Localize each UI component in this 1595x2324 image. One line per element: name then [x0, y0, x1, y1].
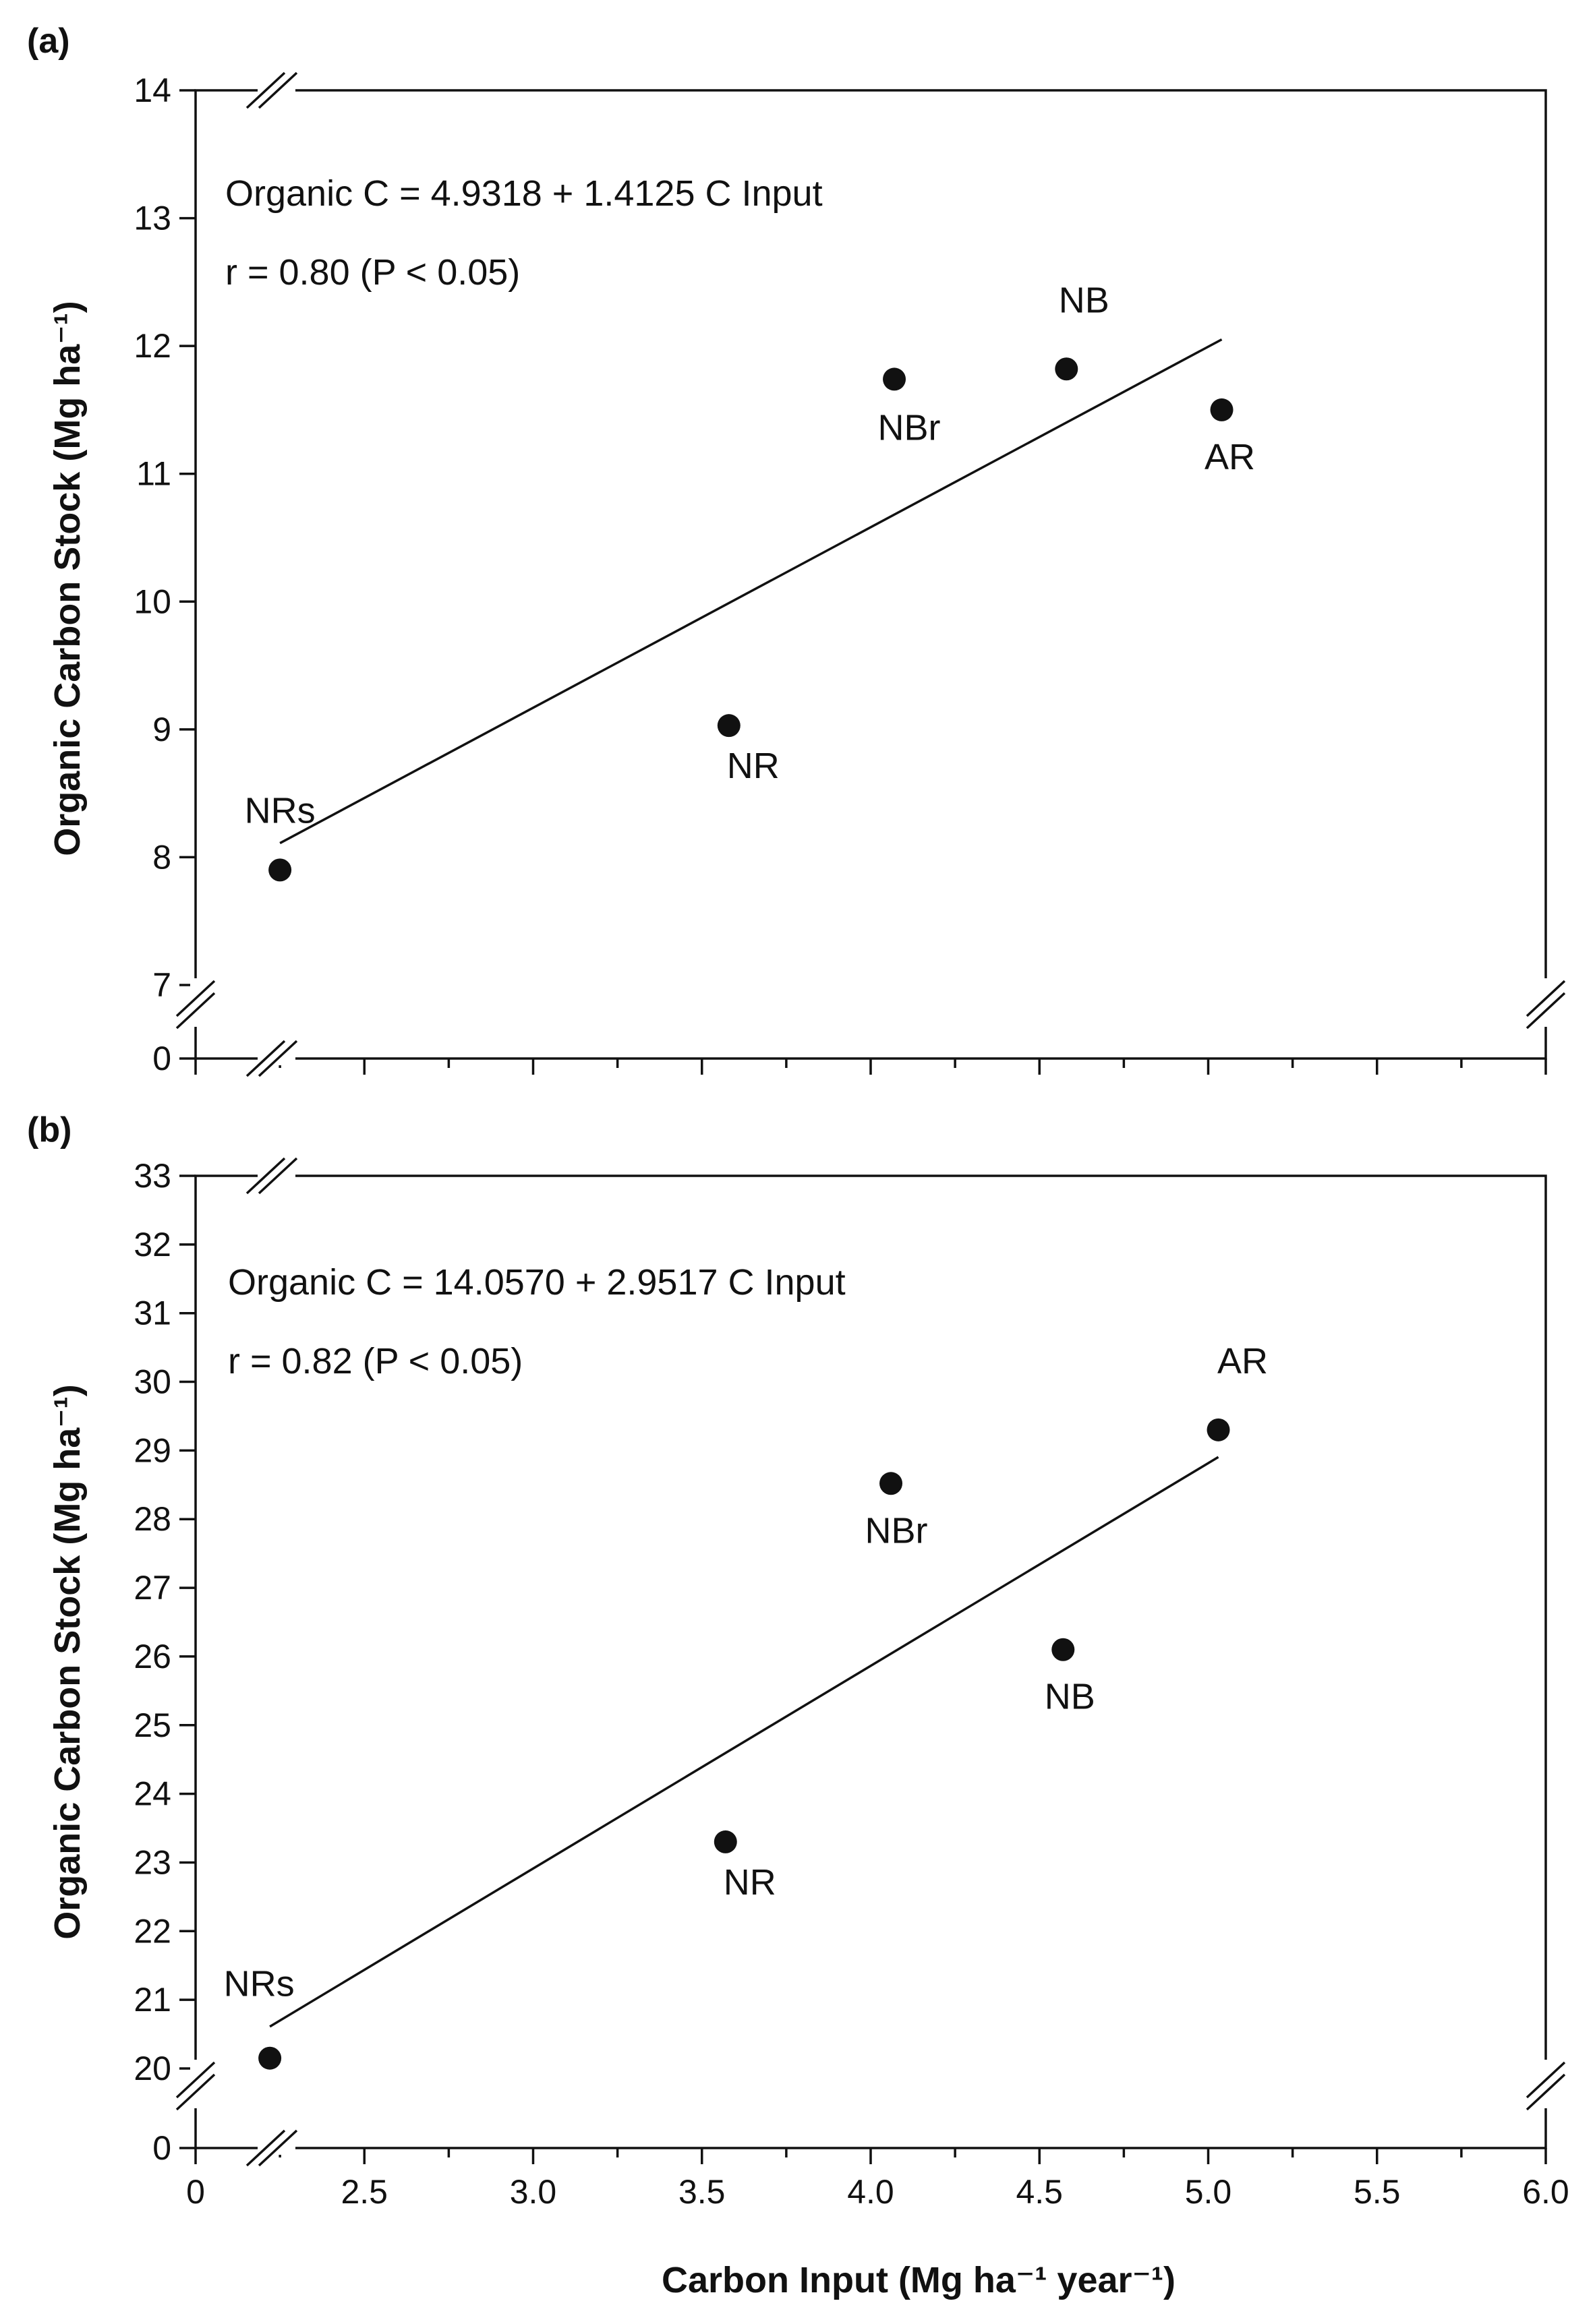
data-point	[1055, 357, 1078, 381]
panel-b-x-ticks: 2.5 3.0 3.5 4.0 4.5 5.0 5.5 6.0 0	[186, 2148, 1569, 2211]
x-tick-label: 3.0	[510, 2173, 557, 2211]
data-point	[714, 1830, 737, 1853]
y-tick-label: 0	[152, 1040, 171, 1077]
y-tick-label: 32	[134, 1226, 171, 1263]
y-tick-label: 27	[134, 1569, 171, 1607]
panel-b-y-axis-title: Organic Carbon Stock (Mg ha⁻¹)	[47, 1384, 88, 1940]
data-point	[268, 858, 292, 882]
panel-a-equation: Organic C = 4.9318 + 1.4125 C Input	[225, 173, 823, 214]
x-tick-label: 4.5	[1016, 2173, 1063, 2211]
y-tick-label: 24	[134, 1775, 171, 1813]
y-tick-label: 0	[152, 2129, 171, 2167]
data-point	[717, 714, 741, 738]
x-tick-label: 6.0	[1522, 2173, 1569, 2211]
y-tick-label: 12	[134, 327, 171, 365]
y-tick-label: 28	[134, 1500, 171, 1538]
data-point	[1210, 398, 1234, 421]
y-tick-label: 31	[134, 1294, 171, 1332]
data-point-label: NR	[727, 746, 780, 786]
panel-b: (b) 20 21 22 23 24 25 26 27 28 29 30 31 32 33 0 2.5 3.0…	[27, 1110, 1569, 2211]
x-axis-title: Carbon Input (Mg ha⁻¹ year⁻¹)	[662, 2260, 1176, 2300]
panel-a: (a) 7 8 9 10 11 12 13 14 0 NRs NR NBr NB AR Organic …	[27, 22, 1566, 1077]
x-tick-label: 2.5	[341, 2173, 388, 2211]
panel-a-x-ticks	[194, 1059, 1547, 1075]
y-tick-label: 20	[134, 2050, 171, 2087]
y-tick-label: 33	[134, 1157, 171, 1195]
panel-a-y-ticks: 7 8 9 10 11 12 13 14 0	[134, 71, 196, 1077]
y-tick-label: 29	[134, 1431, 171, 1469]
data-point-label: NRs	[245, 790, 316, 831]
data-point-label: NB	[1045, 1677, 1095, 1717]
panel-a-regression-line	[279, 338, 1223, 845]
data-point	[1051, 1638, 1075, 1661]
panel-b-points: NRs NR NBr NB AR	[224, 1341, 1268, 2070]
panel-a-label: (a)	[27, 22, 70, 61]
y-tick-label: 30	[134, 1363, 171, 1401]
panel-a-r-value: r = 0.80 (P < 0.05)	[225, 252, 520, 293]
y-tick-label: 7	[152, 966, 171, 1004]
data-point-label: NRs	[224, 1964, 295, 2004]
panel-b-axis-break-marks	[175, 1157, 1566, 2167]
panel-b-r-value: r = 0.82 (P < 0.05)	[228, 1341, 523, 1381]
y-tick-label: 22	[134, 1912, 171, 1950]
y-tick-label: 25	[134, 1706, 171, 1744]
panel-a-points: NRs NR NBr NB AR	[245, 280, 1255, 882]
data-point-label: AR	[1205, 437, 1255, 477]
x-tick-label: 3.5	[678, 2173, 726, 2211]
panel-b-label: (b)	[27, 1110, 71, 1150]
x-tick-label: 5.0	[1185, 2173, 1232, 2211]
panel-a-axis-break-marks	[175, 71, 1566, 1077]
y-tick-label: 21	[134, 1981, 171, 2019]
data-point-label: NBr	[878, 407, 941, 448]
panel-b-equation: Organic C = 14.0570 + 2.9517 C Input	[228, 1262, 846, 1303]
y-tick-label: 14	[134, 71, 171, 109]
panel-a-y-axis-title: Organic Carbon Stock (Mg ha⁻¹)	[47, 301, 88, 856]
data-point-label: NBr	[865, 1510, 928, 1551]
panel-b-regression-line	[269, 1456, 1219, 2028]
data-point-label: NB	[1059, 280, 1109, 320]
y-tick-label: 10	[134, 583, 171, 620]
data-point	[883, 367, 906, 391]
x-tick-label: 5.5	[1354, 2173, 1401, 2211]
y-tick-label: 8	[152, 838, 171, 876]
y-tick-label: 11	[136, 455, 171, 493]
x-tick-label: 0	[186, 2173, 205, 2211]
data-point	[1207, 1418, 1230, 1441]
x-tick-label: 4.0	[847, 2173, 894, 2211]
data-point	[258, 2046, 282, 2070]
data-point-label: NR	[724, 1862, 776, 1903]
y-tick-label: 9	[152, 711, 171, 748]
data-point	[879, 1472, 903, 1495]
data-point-label: AR	[1217, 1341, 1268, 1381]
panel-b-y-ticks: 20 21 22 23 24 25 26 27 28 29 30 31 32 33 0	[134, 1157, 196, 2167]
y-tick-label: 13	[134, 200, 171, 237]
y-tick-label: 23	[134, 1843, 171, 1881]
y-tick-label: 26	[134, 1638, 171, 1675]
